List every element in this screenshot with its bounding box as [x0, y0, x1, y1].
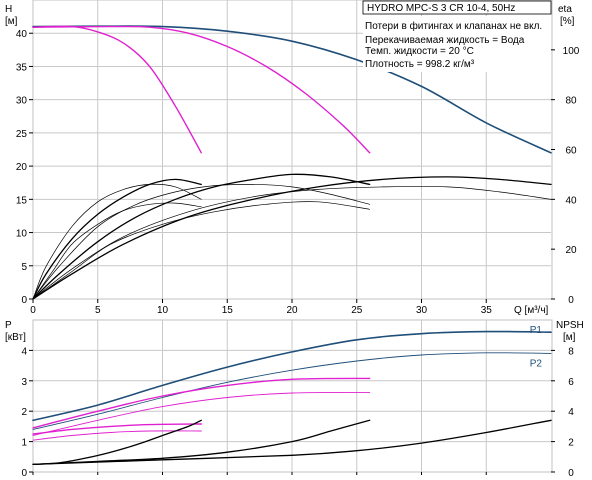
- pq-y-ticks-left: 0 1 2 3 4: [21, 346, 33, 479]
- series-line: [32, 173, 371, 300]
- title-box: [362, 0, 552, 15]
- x-tick-label: 20: [286, 305, 298, 316]
- info-line: Темп. жидкости = 20 °C: [365, 46, 474, 57]
- y-tick-label-left: 40: [16, 29, 28, 40]
- x-tick-label: 5: [95, 305, 101, 316]
- y-tick-label-right: 8: [568, 346, 574, 357]
- series-line: [32, 419, 371, 466]
- series-line: [32, 25, 371, 154]
- series-line: [32, 183, 202, 300]
- y-axis-label-h: H: [5, 4, 12, 15]
- x-tick-label: 30: [416, 305, 428, 316]
- y-tick-label-right: 100: [563, 46, 580, 57]
- series-line: [32, 430, 202, 441]
- pq-series: [32, 330, 552, 466]
- y-tick-label-left: 15: [16, 195, 28, 206]
- y-axis-label-npsh: NPSH: [556, 320, 584, 331]
- y-tick-label-right: 2: [568, 438, 574, 449]
- pq-panel: 0 1 2 3 4 0 2 4 6 8 P1 P2 P [кВт] NPSH [м]: [5, 319, 584, 479]
- y-tick-label-right: 80: [565, 96, 577, 107]
- hq-panel: 0 5 10 15 20 25 30 35 0 5 10 15 20 25 30 35 40 0 20 40 60 8…: [5, 0, 580, 316]
- y-tick-label-right: 0: [568, 295, 574, 306]
- y-tick-label-left: 4: [21, 346, 27, 357]
- series-line: [32, 423, 202, 435]
- y-tick-label-left: 25: [16, 129, 28, 140]
- series-line-p1: [32, 330, 552, 422]
- y-axis-label-p: P: [5, 320, 12, 331]
- series-line: [32, 178, 202, 300]
- info-box: [363, 16, 551, 72]
- series-line: [32, 186, 552, 300]
- series-line: [32, 202, 202, 300]
- y-tick-label-right: 4: [568, 407, 574, 418]
- y-tick-label-left: 3: [21, 377, 27, 388]
- series-line: [32, 377, 371, 429]
- y-tick-label-left: 20: [16, 162, 28, 173]
- series-line: [32, 391, 371, 436]
- series-line-p2: [32, 352, 552, 430]
- y-tick-label-right: 60: [565, 146, 577, 157]
- y-axis-unit-p: [кВт]: [5, 332, 26, 343]
- x-tick-label: 0: [30, 305, 36, 316]
- y-tick-label-left: 5: [21, 262, 27, 273]
- series-line: [32, 419, 552, 466]
- y-tick-label-left: 35: [16, 62, 28, 73]
- info-line: Плотность = 998.2 кг/м³: [365, 59, 475, 70]
- x-tick-label: 15: [222, 305, 234, 316]
- series-label-p1: P1: [530, 325, 543, 336]
- y-tick-label-left: 0: [21, 468, 27, 479]
- series-line: [32, 201, 371, 300]
- y-tick-label-right: 20: [565, 245, 577, 256]
- hq-series: [32, 25, 552, 300]
- pq-series-labels: P1 P2: [530, 325, 543, 369]
- y-axis-unit-npsh: [м]: [563, 332, 576, 343]
- info-line: Потери в фитингах и клапанах не вкл.: [365, 20, 542, 32]
- y-tick-label-left: 0: [21, 295, 27, 306]
- pq-y-ticks-right: 0 2 4 6 8: [551, 346, 574, 479]
- hq-x-ticks: 0 5 10 15 20 25 30 35: [30, 299, 492, 316]
- y-tick-label-left: 10: [16, 229, 28, 240]
- y-axis-unit-h: [м]: [5, 16, 18, 27]
- hq-y-ticks-left: 0 5 10 15 20 25 30 35 40: [16, 29, 33, 306]
- x-tick-label: 25: [351, 305, 363, 316]
- y-tick-label-right: 0: [568, 468, 574, 479]
- x-tick-label: 35: [481, 305, 493, 316]
- y-axis-unit-eta: [%]: [560, 16, 575, 27]
- y-tick-label-right: 40: [565, 195, 577, 206]
- hq-y-ticks-right: 0 20 40 60 80 100: [551, 46, 580, 306]
- x-tick-label: 10: [157, 305, 169, 316]
- y-tick-label-left: 2: [21, 407, 27, 418]
- series-label-p2: P2: [530, 359, 543, 370]
- info-line: Перекачиваемая жидкость = Вода: [365, 35, 525, 46]
- x-axis-label-q: Q [м³/ч]: [514, 305, 549, 316]
- y-tick-label-left: 30: [16, 96, 28, 107]
- y-axis-label-eta: eta: [558, 4, 572, 15]
- chart-title: HYDRO MPC-S 3 CR 10-4, 50Hz: [367, 3, 515, 14]
- y-tick-label-right: 6: [568, 377, 574, 388]
- y-tick-label-left: 1: [21, 438, 27, 449]
